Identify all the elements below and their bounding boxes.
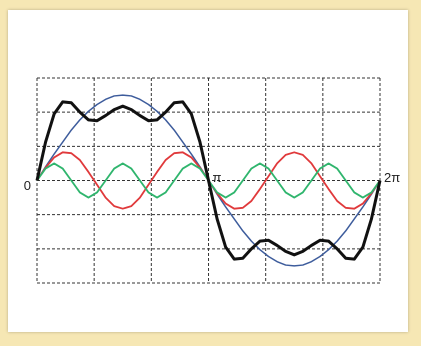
x-tick-label: π <box>213 170 222 185</box>
x-tick-label: 0 <box>24 178 31 193</box>
x-tick-label: 2π <box>384 170 400 185</box>
series-line <box>35 100 382 261</box>
panel <box>8 10 408 332</box>
